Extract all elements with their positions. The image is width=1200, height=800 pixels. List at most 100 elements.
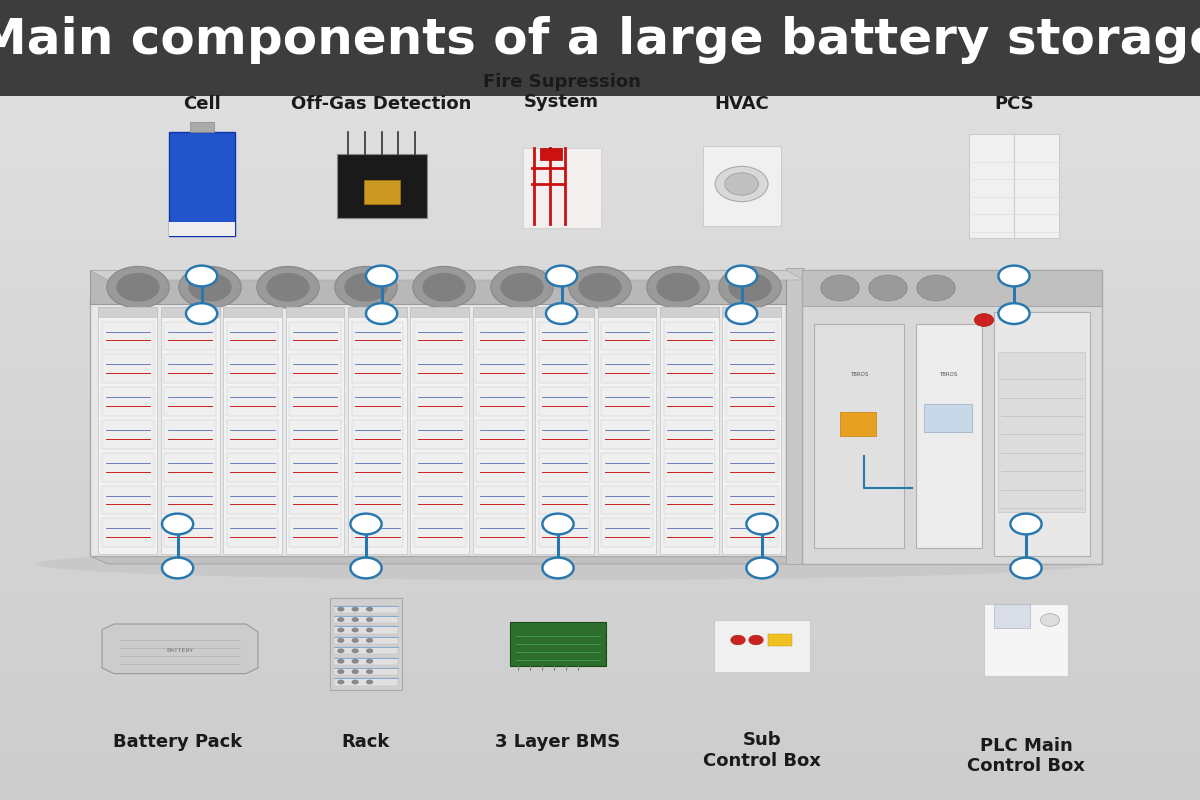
Text: Fire Supression
System: Fire Supression System <box>482 73 641 111</box>
Circle shape <box>366 648 373 653</box>
Bar <box>726 387 778 416</box>
Bar <box>102 420 154 449</box>
Bar <box>286 307 344 554</box>
Circle shape <box>546 303 577 324</box>
Circle shape <box>162 514 193 534</box>
Circle shape <box>352 679 359 685</box>
Bar <box>473 307 532 317</box>
Polygon shape <box>90 270 804 280</box>
Text: PCS: PCS <box>994 95 1034 113</box>
Bar <box>726 322 778 350</box>
Circle shape <box>500 273 544 302</box>
Bar <box>535 307 594 317</box>
Bar <box>768 634 792 646</box>
Bar <box>726 420 778 449</box>
Bar <box>539 453 590 482</box>
Bar <box>190 122 214 132</box>
Bar <box>414 486 466 514</box>
Circle shape <box>366 606 373 611</box>
Bar <box>664 453 715 482</box>
Bar <box>410 307 469 554</box>
Bar <box>227 420 278 449</box>
Circle shape <box>998 303 1030 324</box>
Bar <box>414 518 466 547</box>
Bar <box>476 486 528 514</box>
Bar <box>476 322 528 350</box>
Bar <box>98 307 157 554</box>
Bar <box>348 307 407 317</box>
Bar <box>352 486 403 514</box>
Bar <box>336 154 427 218</box>
Circle shape <box>350 558 382 578</box>
Bar <box>227 387 278 416</box>
Circle shape <box>350 514 382 534</box>
Bar <box>726 453 778 482</box>
Bar <box>970 134 1060 238</box>
Bar <box>289 486 341 514</box>
Circle shape <box>337 659 344 664</box>
Circle shape <box>335 266 397 308</box>
Bar <box>814 324 904 548</box>
Circle shape <box>491 266 553 308</box>
Bar <box>539 387 590 416</box>
Bar <box>289 354 341 383</box>
Circle shape <box>179 266 241 308</box>
Bar <box>601 354 653 383</box>
Circle shape <box>1010 558 1042 578</box>
Circle shape <box>366 659 373 664</box>
Bar <box>714 619 810 672</box>
Bar <box>352 420 403 449</box>
Bar <box>722 307 781 317</box>
Bar <box>334 658 398 665</box>
Bar <box>102 387 154 416</box>
Bar <box>414 420 466 449</box>
Bar <box>414 354 466 383</box>
Circle shape <box>352 659 359 664</box>
Bar <box>102 486 154 514</box>
Bar <box>664 322 715 350</box>
Bar <box>601 518 653 547</box>
Circle shape <box>749 635 763 645</box>
Bar <box>994 312 1090 556</box>
Bar <box>98 307 157 317</box>
Circle shape <box>578 273 622 302</box>
Bar <box>90 270 786 304</box>
Text: Off-Gas Detection: Off-Gas Detection <box>292 95 472 113</box>
Bar <box>164 486 216 514</box>
Bar <box>786 268 804 564</box>
Bar <box>0 0 1200 96</box>
Circle shape <box>731 635 745 645</box>
Bar <box>102 453 154 482</box>
Bar <box>664 420 715 449</box>
Bar <box>539 518 590 547</box>
Bar <box>916 324 982 548</box>
Bar <box>726 354 778 383</box>
Circle shape <box>257 266 319 308</box>
Bar <box>334 626 398 634</box>
Circle shape <box>188 273 232 302</box>
Bar <box>601 453 653 482</box>
Circle shape <box>352 648 359 653</box>
Circle shape <box>366 679 373 685</box>
Circle shape <box>366 618 373 622</box>
Bar <box>223 307 282 554</box>
Bar <box>598 307 656 317</box>
Ellipse shape <box>36 548 1092 580</box>
Bar <box>476 387 528 416</box>
Text: Battery Pack: Battery Pack <box>113 734 242 751</box>
Bar <box>352 354 403 383</box>
Bar <box>664 486 715 514</box>
Circle shape <box>186 266 217 286</box>
Bar <box>364 180 400 204</box>
Bar <box>227 354 278 383</box>
Bar <box>334 616 398 623</box>
Circle shape <box>413 266 475 308</box>
Circle shape <box>352 618 359 622</box>
Circle shape <box>746 514 778 534</box>
Bar <box>330 598 402 690</box>
Bar <box>994 604 1030 628</box>
Bar <box>664 387 715 416</box>
Text: BATTERY: BATTERY <box>167 648 193 653</box>
Bar <box>169 132 235 236</box>
Circle shape <box>726 303 757 324</box>
